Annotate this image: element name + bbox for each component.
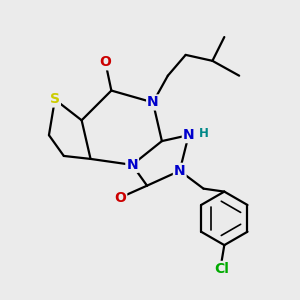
Text: N: N [126, 158, 138, 172]
Text: N: N [183, 128, 194, 142]
Text: S: S [50, 92, 60, 106]
Text: O: O [100, 55, 111, 69]
Text: O: O [114, 190, 126, 205]
Text: H: H [199, 127, 208, 140]
Text: Cl: Cl [214, 262, 229, 276]
Text: N: N [174, 164, 185, 178]
Text: N: N [147, 95, 159, 110]
